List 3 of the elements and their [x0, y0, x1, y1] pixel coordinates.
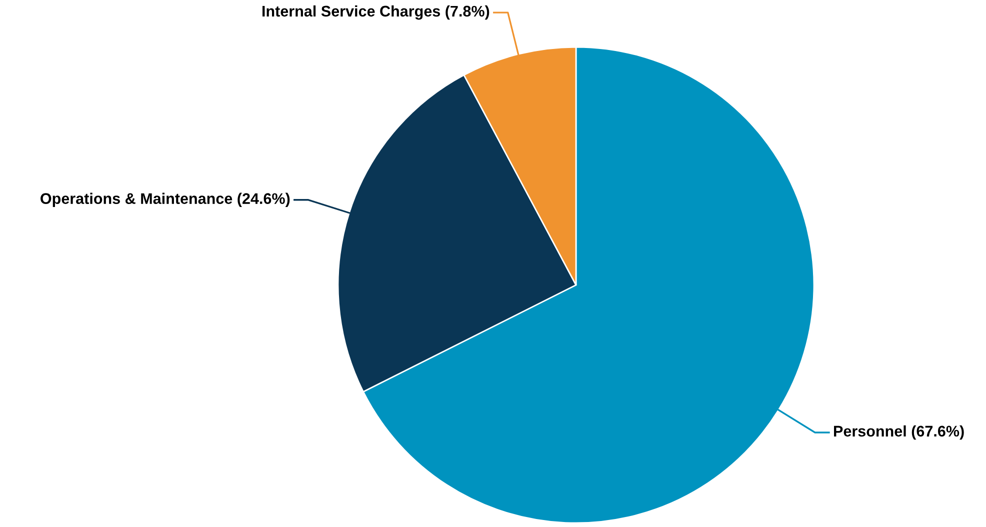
- slice-label: Internal Service Charges (7.8%): [262, 5, 490, 20]
- slice-label: Personnel (67.6%): [834, 425, 964, 440]
- slice-label: Operations & Maintenance (24.6%): [40, 192, 290, 208]
